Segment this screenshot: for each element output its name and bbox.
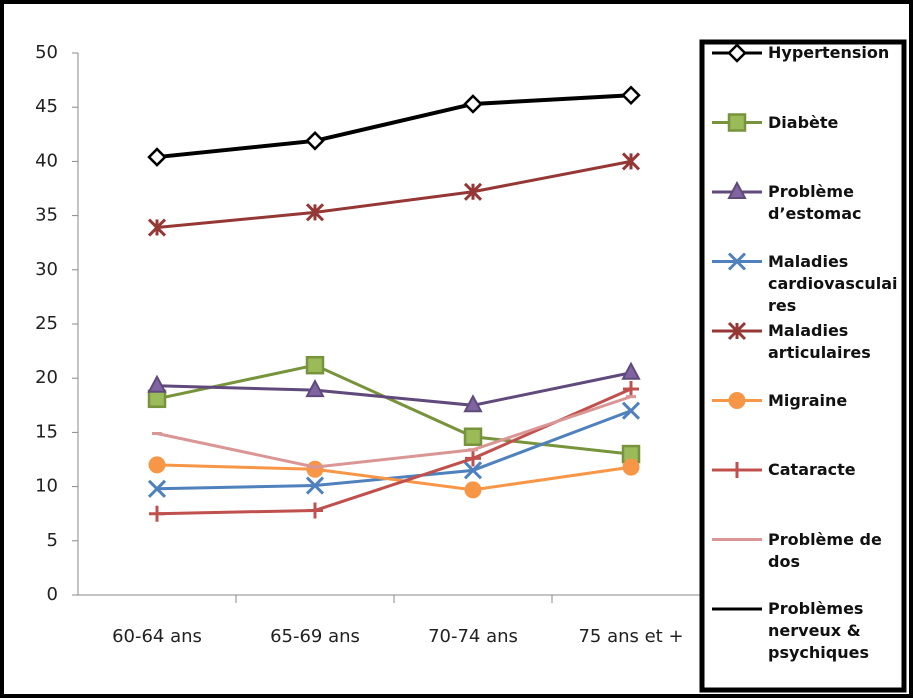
legend-label: Maladies cardiovasculaires (768, 251, 898, 315)
x-tick-label: 60-64 ans (112, 626, 202, 647)
legend-marker (727, 113, 747, 132)
legend-marker (728, 392, 746, 409)
legend-label: Hypertension (768, 43, 890, 62)
data-point (305, 378, 325, 398)
data-point (621, 401, 641, 420)
data-point (463, 461, 483, 480)
data-point (147, 147, 167, 167)
y-tick-label: 50 (35, 42, 58, 63)
data-point (147, 479, 167, 498)
data-point (305, 131, 325, 151)
data-point (622, 458, 640, 476)
legend-marker (729, 462, 745, 478)
y-tick-label: 30 (35, 259, 58, 280)
y-tick-label: 25 (35, 313, 58, 334)
data-point (623, 381, 639, 398)
data-point (305, 476, 325, 495)
data-point (463, 94, 483, 114)
legend-label: Cataracte (768, 460, 856, 479)
series-line (156, 409, 632, 491)
y-tick-label: 40 (35, 150, 58, 171)
y-tick-label: 10 (35, 476, 58, 497)
legend-label: Problème de dos (768, 529, 882, 571)
series-line (156, 363, 632, 456)
legend-box (699, 39, 907, 693)
legend-label: Diabète (768, 112, 839, 132)
data-point (147, 389, 167, 409)
series-line (156, 463, 632, 492)
data-point (305, 203, 325, 222)
legend-label: Problèmes nerveux & psychiques (768, 599, 869, 662)
data-point (463, 427, 483, 446)
legend-marker (727, 43, 747, 63)
legend-label: Migraine (768, 390, 848, 410)
data-point (463, 394, 483, 413)
data-point (148, 456, 166, 474)
legend-label: Problème d’estomac (768, 182, 862, 223)
data-point (464, 481, 482, 499)
legend-label: Maladies articulaires (768, 321, 871, 362)
y-tick-label: 45 (35, 96, 58, 117)
series-line (156, 93, 632, 160)
legend-marker (727, 180, 747, 199)
legend-marker (727, 321, 747, 341)
data-point (465, 450, 481, 467)
data-point (305, 355, 325, 375)
legend: Hypertension Diabète Problème d’estomac Mal… (700, 40, 906, 692)
x-tick-label: 70-74 ans (428, 626, 518, 647)
data-point (147, 218, 167, 237)
y-tick-label: 20 (35, 367, 58, 388)
series-line (156, 371, 632, 407)
y-tick-label: 0 (47, 584, 58, 605)
x-tick-label: 75 ans et + (578, 626, 683, 647)
data-point (621, 361, 641, 380)
y-tick-label: 15 (35, 421, 58, 442)
data-point (307, 502, 323, 519)
data-point (147, 374, 167, 393)
data-point (621, 85, 641, 106)
data-point (621, 152, 641, 171)
legend-marker (727, 252, 747, 271)
data-point (306, 460, 324, 478)
data-point (149, 505, 165, 522)
series-line (156, 395, 632, 469)
y-tick-label: 35 (35, 205, 58, 226)
x-tick-label: 65-69 ans (270, 626, 360, 647)
y-tick-label: 5 (47, 530, 58, 551)
series-line (156, 159, 632, 230)
data-point (463, 182, 483, 201)
